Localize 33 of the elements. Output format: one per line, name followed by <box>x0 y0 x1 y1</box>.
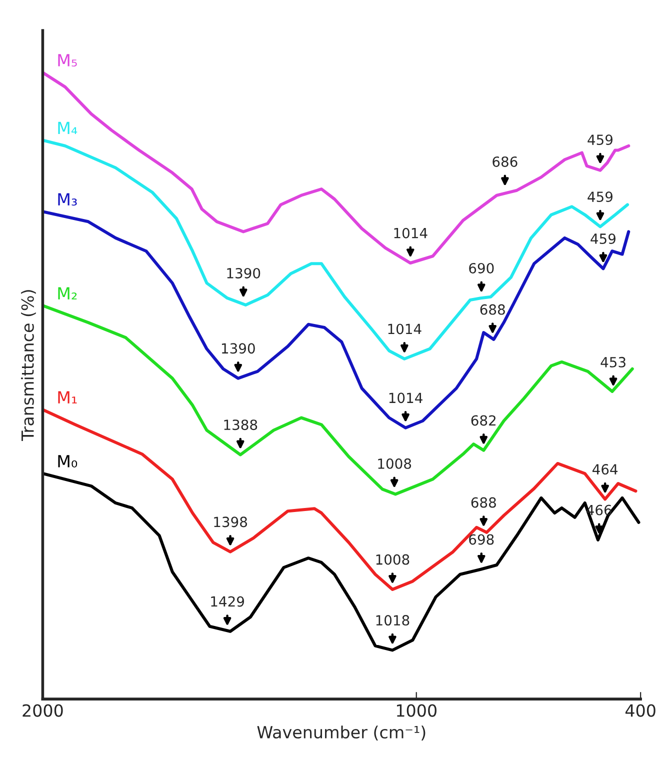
annotation: 1390 <box>222 343 255 354</box>
x-tick-label: 2000 <box>22 704 63 717</box>
annotation: 1398 <box>214 516 248 528</box>
series-label: M₃ <box>58 193 77 206</box>
x-tick-label: 400 <box>625 704 656 717</box>
y-axis-title: Transmittance (%) <box>21 290 36 442</box>
annotation: 1014 <box>388 324 422 334</box>
annotation: 1008 <box>378 458 412 469</box>
series-label: M₄ <box>58 122 78 134</box>
annotation: 1008 <box>376 554 410 565</box>
series-label: M₁ <box>58 391 77 404</box>
annotation: 459 <box>588 134 612 146</box>
annotation: 1388 <box>224 420 258 430</box>
annotation: 1014 <box>389 392 422 404</box>
annotation: 464 <box>592 464 618 475</box>
annotation: 459 <box>588 192 612 202</box>
annotation: 1014 <box>394 228 428 238</box>
annotation: 698 <box>469 534 494 545</box>
annotation: 1018 <box>376 615 410 626</box>
annotation: 690 <box>469 262 494 274</box>
annotation: 682 <box>471 415 496 426</box>
annotation: 688 <box>471 497 496 508</box>
annotation: 459 <box>590 234 616 244</box>
x-axis-title: Wavenumber (cm⁻¹) <box>257 726 426 740</box>
series-label: M₂ <box>58 287 77 300</box>
annotation: 686 <box>492 156 518 167</box>
series-label: M₀ <box>58 455 78 468</box>
series-label: M₅ <box>58 54 77 66</box>
annotation: 453 <box>600 356 626 368</box>
annotation: 1429 <box>211 596 244 607</box>
annotation: 1390 <box>227 268 260 278</box>
x-tick-label: 1000 <box>396 704 436 717</box>
annotation: 688 <box>480 304 505 315</box>
